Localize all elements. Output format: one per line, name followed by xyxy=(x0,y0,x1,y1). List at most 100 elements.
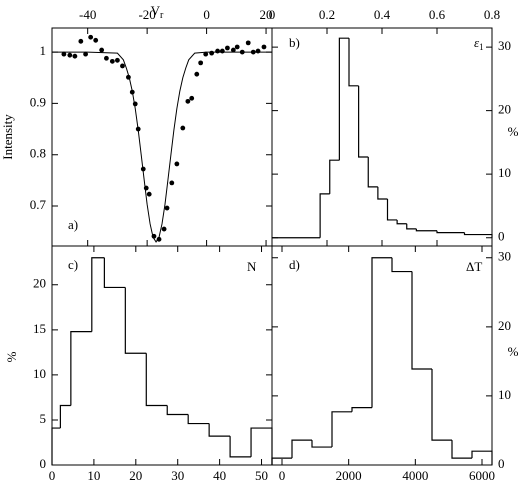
data-point xyxy=(215,48,220,54)
y-tick-label: 0 xyxy=(498,456,505,471)
x-tick-label: 10 xyxy=(87,468,100,483)
panel-frame xyxy=(271,27,493,247)
data-point xyxy=(234,44,240,50)
x-tick-label: 0 xyxy=(269,7,276,22)
y-axis-label: % xyxy=(508,124,519,139)
panel-label: d) xyxy=(289,257,300,272)
histogram-bar xyxy=(311,440,332,448)
data-point xyxy=(239,49,245,55)
data-point xyxy=(261,44,267,50)
histogram-bar xyxy=(396,219,407,225)
histogram-bar xyxy=(229,436,252,458)
histogram-bar xyxy=(145,353,168,407)
x-tick-label: 0.4 xyxy=(374,7,391,22)
data-point xyxy=(146,191,152,197)
histogram-bar xyxy=(187,414,210,425)
data-point xyxy=(72,53,78,59)
x-tick-label: -40 xyxy=(79,7,96,22)
histogram-bar xyxy=(436,230,465,234)
panel-label: c) xyxy=(68,257,78,272)
x-tick-label: 6000 xyxy=(469,468,495,483)
data-point xyxy=(161,226,167,232)
y-tick-label: 10 xyxy=(33,366,46,381)
y-tick-label: 0 xyxy=(498,229,505,244)
data-point xyxy=(132,101,138,107)
fit-curve xyxy=(52,51,272,243)
histogram-bar xyxy=(208,423,231,437)
x-tick-label: 0 xyxy=(49,468,56,483)
data-point xyxy=(151,233,157,239)
y-tick-label: 10 xyxy=(498,387,511,402)
data-point xyxy=(129,89,135,95)
histogram-bar xyxy=(319,193,330,238)
y-tick-label: 30 xyxy=(498,249,511,264)
histogram-bar xyxy=(406,223,417,230)
data-point xyxy=(93,37,99,43)
panel-symbol: ε1 xyxy=(474,35,484,52)
data-point xyxy=(99,47,105,53)
y-tick-label: 5 xyxy=(40,411,47,426)
y-tick-label: 20 xyxy=(33,276,46,291)
panel-frame xyxy=(51,245,273,466)
panel-symbol-main: ε xyxy=(474,35,480,50)
histogram-bar xyxy=(348,38,359,87)
histogram-bar xyxy=(91,257,105,332)
histogram-bar xyxy=(377,186,388,200)
data-point xyxy=(104,55,109,61)
data-point xyxy=(185,98,191,104)
histogram-bar xyxy=(351,407,372,412)
y-axis-label: % xyxy=(508,344,519,359)
x-tick-label: 0.8 xyxy=(484,7,500,22)
x-axis-label-main: V xyxy=(151,3,161,18)
data-point xyxy=(245,40,251,46)
data-point xyxy=(164,205,170,211)
data-point xyxy=(115,57,120,63)
data-point xyxy=(230,47,236,53)
x-axis-label: Vr xyxy=(151,3,164,21)
histogram-bar xyxy=(51,427,61,465)
y-tick-label: 0.7 xyxy=(30,197,47,212)
data-point xyxy=(135,126,141,132)
data-point xyxy=(120,63,125,69)
data-point xyxy=(143,185,149,191)
data-point xyxy=(61,51,67,57)
histogram-bar xyxy=(103,257,126,289)
y-tick-label: 20 xyxy=(498,318,511,333)
data-point xyxy=(180,125,186,131)
y-tick-label: 0 xyxy=(40,456,47,471)
panel-symbol: N xyxy=(247,259,257,274)
histogram-bar xyxy=(331,411,352,448)
histogram-bar xyxy=(463,232,493,238)
histogram-bar xyxy=(271,457,292,465)
x-tick-label: 0 xyxy=(279,468,286,483)
x-tick-label: 20 xyxy=(129,468,142,483)
histogram-bar xyxy=(250,427,273,465)
data-point xyxy=(67,52,73,58)
histogram-bar xyxy=(471,450,493,465)
panel-symbol-sub: 1 xyxy=(479,42,484,52)
y-tick-label: 15 xyxy=(33,321,46,336)
histogram-bar xyxy=(358,85,369,158)
data-point xyxy=(189,95,195,101)
histogram-bar xyxy=(415,228,437,232)
data-point xyxy=(78,38,84,44)
x-tick-label: 0.6 xyxy=(429,7,446,22)
panel-frame xyxy=(271,245,493,466)
data-point xyxy=(225,45,230,51)
histogram-bar xyxy=(386,198,398,221)
y-tick-label: 30 xyxy=(498,38,511,53)
y-axis-label: % xyxy=(4,351,19,362)
x-tick-label: 40 xyxy=(213,468,226,483)
histogram-bar xyxy=(70,331,92,406)
y-axis-label: Intensity xyxy=(0,114,15,160)
data-point xyxy=(209,50,215,56)
histogram-bar xyxy=(411,271,432,370)
data-point xyxy=(109,58,115,64)
y-tick-label: 20 xyxy=(498,102,511,117)
x-tick-label: 50 xyxy=(255,468,268,483)
data-point xyxy=(203,51,209,57)
y-tick-label: 0.8 xyxy=(30,146,46,161)
data-point xyxy=(169,180,175,186)
